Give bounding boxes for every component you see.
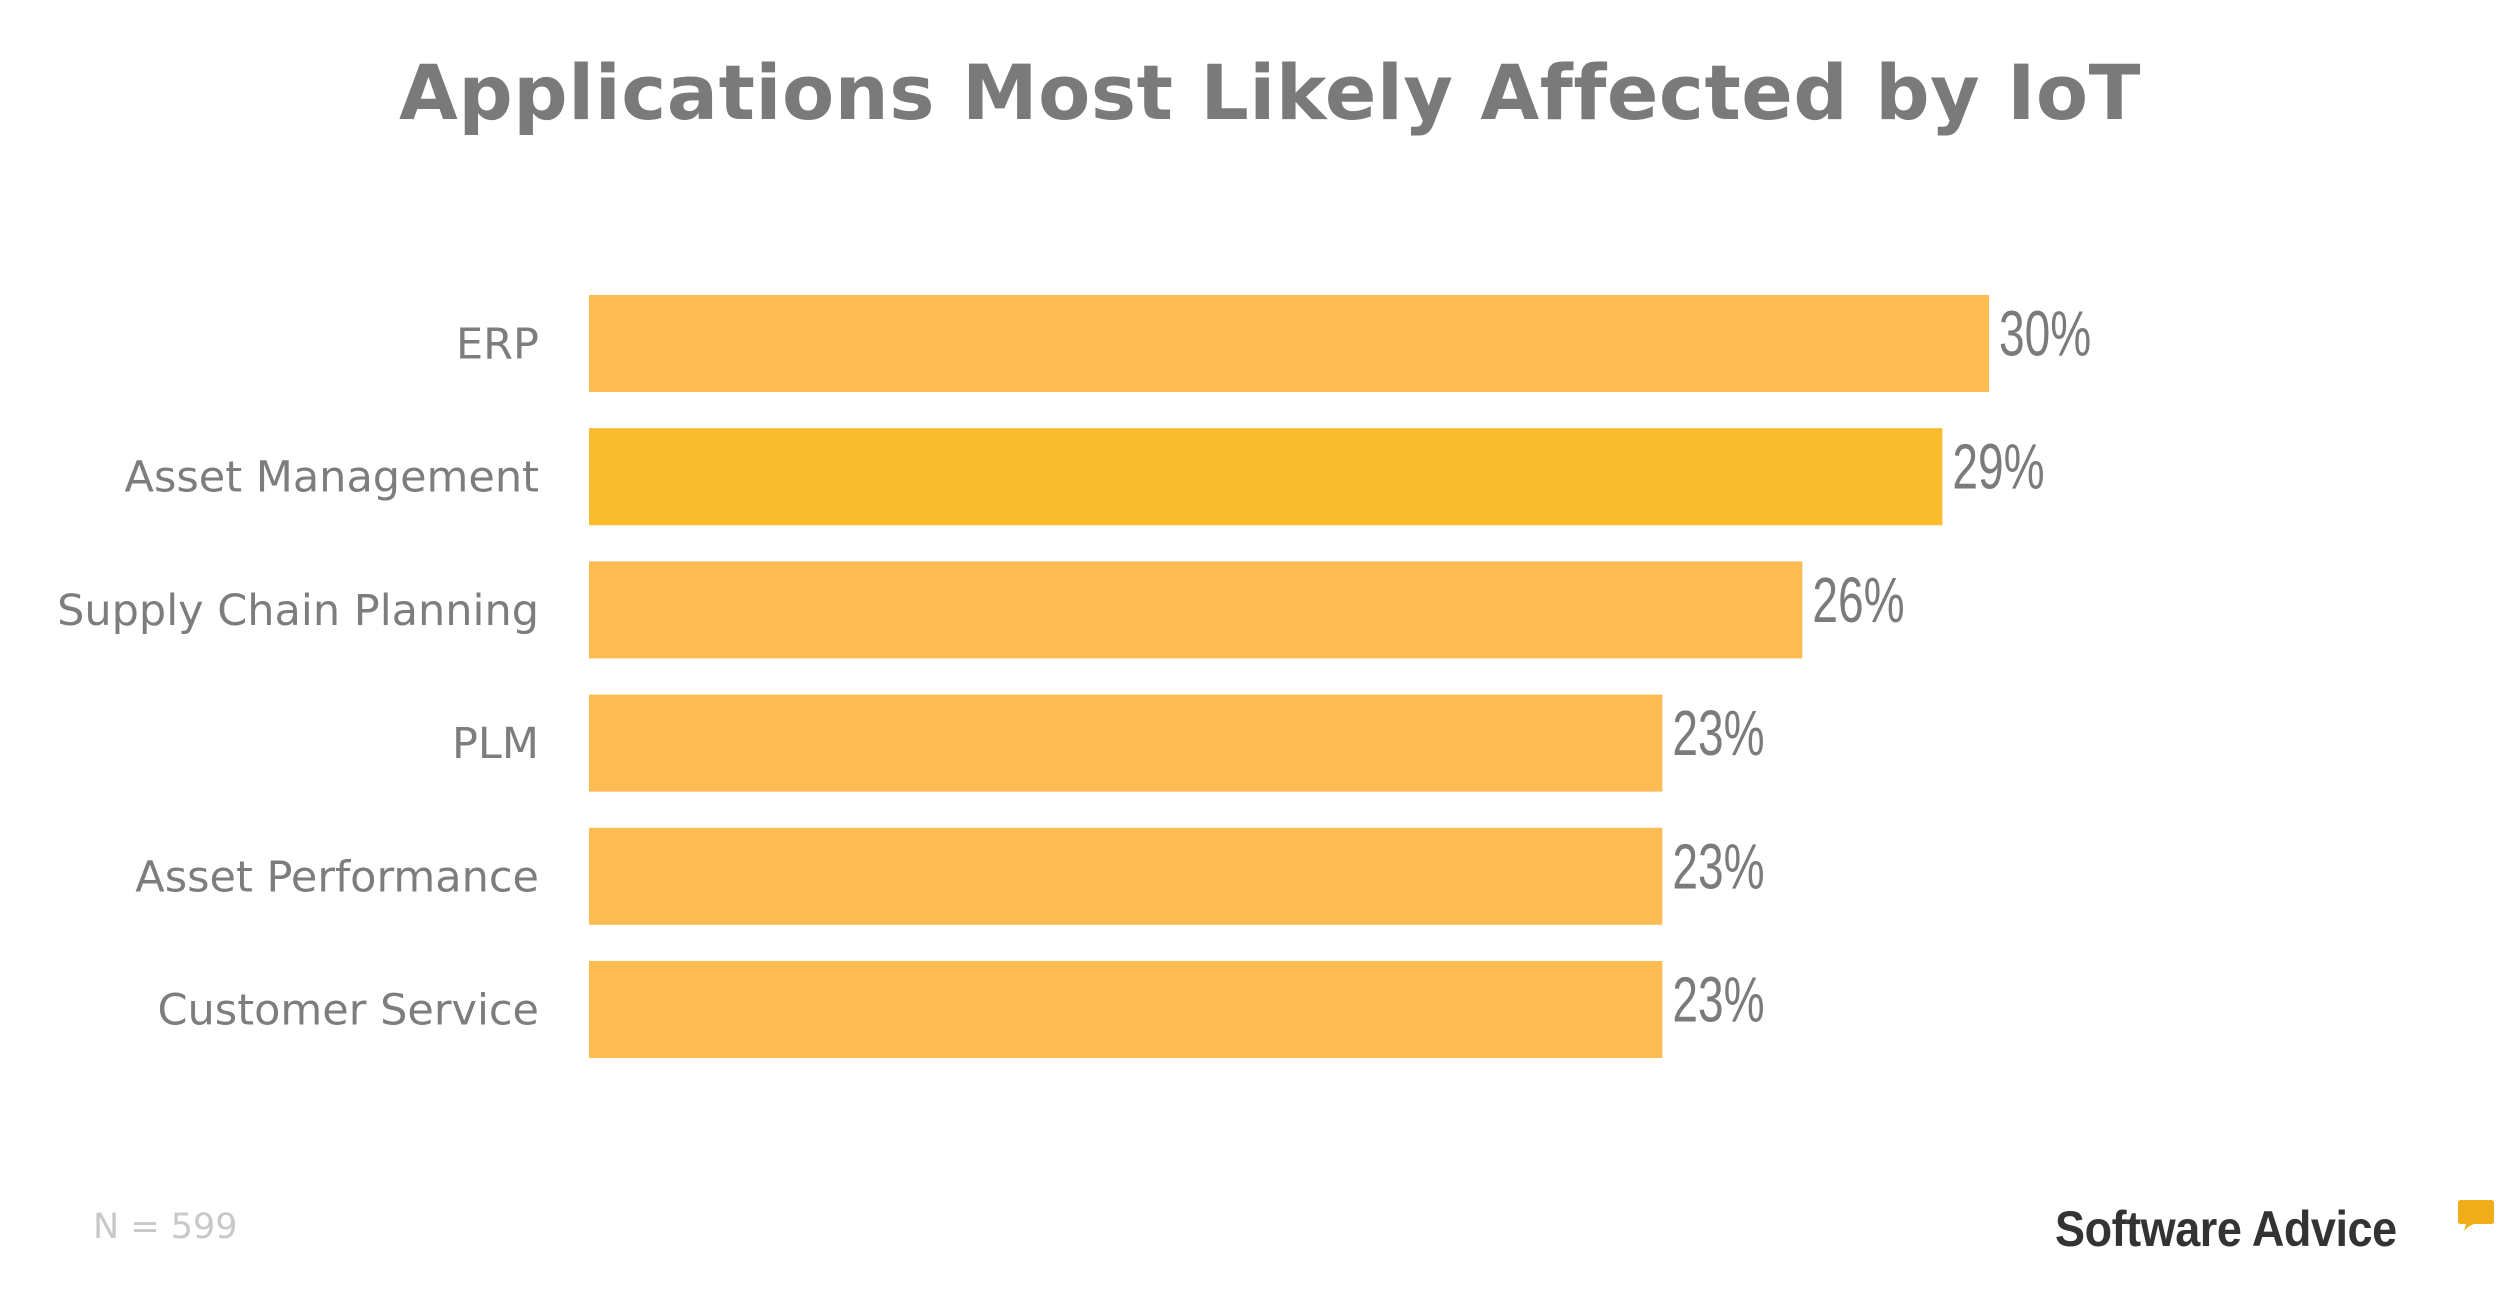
speech-bubble-icon: [2458, 1200, 2494, 1231]
bar-customer-service: [589, 961, 1663, 1058]
bar-plm: [589, 694, 1663, 792]
value-label: 26%: [1812, 565, 1904, 636]
value-label: 23%: [1672, 831, 1764, 902]
value-label: 23%: [1672, 964, 1764, 1035]
bar-asset-management: [589, 428, 1943, 526]
value-label: 29%: [1952, 431, 2044, 502]
category-label: Supply Chain Planning: [57, 586, 539, 636]
category-label: Asset Performance: [135, 852, 539, 902]
bar-supply-chain-planning: [589, 561, 1803, 659]
sample-size-note: N = 599: [93, 1207, 238, 1247]
software-advice-logo: Software Advice: [2055, 1200, 2494, 1258]
bar-chart: ERP 30% Asset Management 29% Supply Chain Pl…: [57, 295, 2091, 1058]
logo-text: Software Advice: [2055, 1201, 2397, 1257]
category-label: Asset Management: [125, 453, 539, 503]
bar-asset-performance: [589, 827, 1663, 925]
category-label: ERP: [456, 320, 539, 370]
value-label: 30%: [1999, 298, 2091, 369]
bar-erp: [589, 295, 1989, 392]
category-label: Customer Service: [158, 986, 539, 1036]
value-label: 23%: [1672, 698, 1764, 769]
chart-title: Applications Most Likely Affected by IoT: [399, 48, 2141, 137]
category-label: PLM: [452, 719, 539, 769]
